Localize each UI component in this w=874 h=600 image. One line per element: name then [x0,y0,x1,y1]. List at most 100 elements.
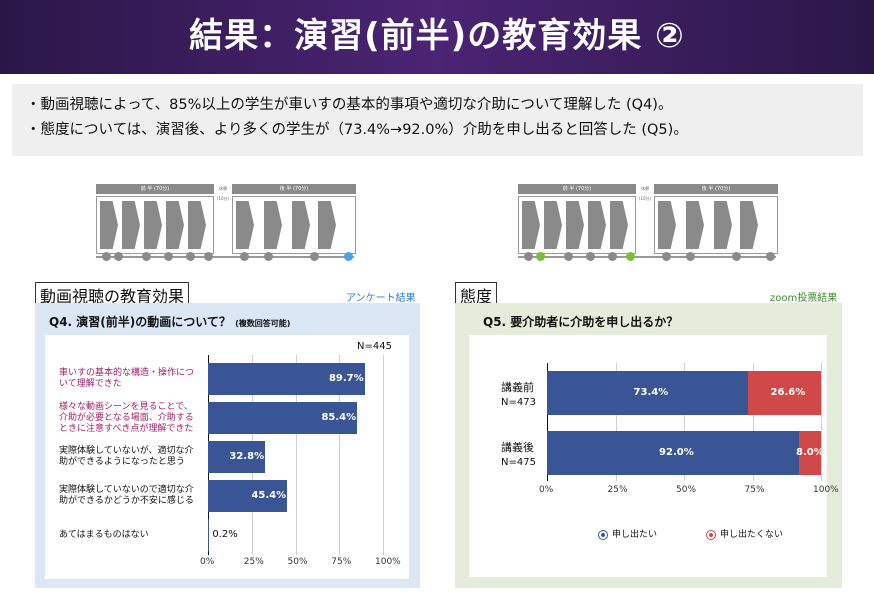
step-icon [264,201,282,249]
timeline-dot [102,252,111,261]
timeline-dot [264,252,273,261]
category-label: 実際体験していないが、適切な介 助ができるようになったと思う [59,446,207,468]
first-half-bar: 前 半 (70分) [96,184,214,194]
bar-value-label: 89.7% [328,373,364,384]
legend-item: 申し出たくない [707,530,783,540]
timeline-dot [524,252,533,261]
bar-value-label: 45.4% [251,490,287,501]
bar-value-label: 26.6% [770,387,806,398]
bar [208,402,358,434]
category-label: あてはまるものはない [59,530,207,541]
category-label-line: ときに注意すべき点が理解できた [59,423,194,434]
stacked-bar-segment [799,431,821,475]
step-icon [740,201,758,249]
session-flow-left: 前 半 (70分) 休憩(10分) 後 半 (70分) [96,184,356,262]
y-axis [547,363,548,481]
x-tick-label: 100% [375,557,401,567]
bar [208,441,266,473]
step-icon [122,201,140,249]
summary-line-2: ・態度については、演習後、より多くの学生が（73.4%→92.0%）介助を申し出… [26,122,688,138]
timeline-dot [662,252,671,261]
category-n-label: N=473 [501,397,536,408]
category-label: 車いすの基本的な構造・操作につ いて理解できた [59,368,207,390]
q4-question-text: Q4. 演習(前半)の動画について？ [49,315,231,329]
gridline [821,363,822,481]
stacked-bar-segment [748,371,821,415]
timeline-dot [686,252,695,261]
summary-box: ・動画視聴によって、85%以上の学生が車いすの基本的事項や適切な介助について理解… [12,84,863,156]
category-label-line: 様々な動画シーンを見ることで、 [59,401,193,412]
step-icon [318,201,336,249]
step-icon [686,201,704,249]
step-icon [236,201,254,249]
q5-chart-panel: Q5. 要介助者に介助を申し出るか？ 0% 25% 50% 75% 100% 講義前 N=4… [455,303,842,588]
category-label-line: 助ができるかどうか不安に感じる [59,496,194,506]
step-icon [166,201,184,249]
legend-label: 申し出たくない [720,530,784,540]
category-label-line: 助ができるようになったと思う [59,457,185,467]
bar-value-label: 32.8% [229,451,265,462]
category-label-line: 実際体験していないので適切な介 [59,485,194,495]
x-tick-label: 50% [287,557,308,567]
session-flow-right: 前 半 (70分) 休憩(10分) 後 半 (70分) [518,184,778,262]
second-half-bar: 後 半 (70分) [232,184,356,194]
legend-marker-icon [707,530,716,539]
gridline [339,355,341,555]
timeline-dot [732,252,741,261]
legend: 申し出たい 申し出たくない [599,527,833,540]
category-label-line: いて理解できた [59,379,122,389]
slide-title: 結果：演習(前半)の教育効果 ② [189,16,685,56]
timeline-dot [310,252,319,261]
step-icon [292,201,310,249]
break-label: 休憩(10分) [216,184,230,201]
q4-question-note: (複数回答可能) [235,319,291,328]
bar-value-label: 92.0% [659,447,694,458]
bar-value-label: 85.4% [321,412,357,423]
timeline-dot [186,252,195,261]
timeline-dot-highlight [344,252,353,261]
gridline [752,363,754,481]
timeline-dot [164,252,173,261]
category-label: 実際体験していないので適切な介 助ができるかどうか不安に感じる [59,485,207,507]
category-label-line: あてはまるものはない [59,529,149,540]
x-tick-label: 25% [607,485,628,495]
q4-chart-area: N=445 0% 25% 50% 75% 100% 車いすの基本的な構造・操作につ いて理解… [45,335,409,579]
bar-value-label: 0.2% [212,529,238,540]
timeline-dot [142,252,151,261]
timeline-dot [564,252,573,261]
gridline [684,363,685,481]
x-tick-label: 0% [200,557,215,567]
bar [208,363,365,395]
first-half-bar: 前 半 (70分) [518,184,636,194]
x-tick-label: 50% [676,485,697,495]
x-tick-label: 0% [539,485,554,495]
category-label-line: 車いすの基本的な構造・操作につ [59,368,195,378]
x-tick-label: 100% [813,485,839,495]
step-icon [544,201,562,249]
gridline [383,355,384,555]
step-icon [188,201,206,249]
second-half-bar: 後 半 (70分) [654,184,778,194]
x-tick-label: 25% [243,557,264,567]
q4-question: Q4. 演習(前半)の動画について？ (複数回答可能) [49,313,290,330]
category-label: 講義前 [501,381,534,394]
step-icon [566,201,584,249]
legend-label: 申し出たい [612,530,658,540]
left-source-label: アンケート結果 [346,293,416,304]
step-icon [588,201,606,249]
gridline [615,363,617,481]
bar [208,519,209,551]
timeline-dot [114,252,123,261]
category-label-line: 介助が必要となる場面、介助する [59,412,194,423]
break-label: 休憩(10分) [638,184,652,201]
q4-chart-panel: Q4. 演習(前半)の動画について？ (複数回答可能) N=445 0% 25% 5… [35,303,420,588]
x-tick-label: 75% [331,557,352,567]
legend-marker-icon [599,530,607,539]
timeline-line [518,256,776,258]
timeline-dot [204,252,213,261]
stacked-bar-segment [547,431,800,475]
gridline [295,355,297,555]
right-source-label: zoom投票結果 [770,293,838,304]
step-icon [100,201,118,249]
category-label: 講義後 [501,441,534,454]
